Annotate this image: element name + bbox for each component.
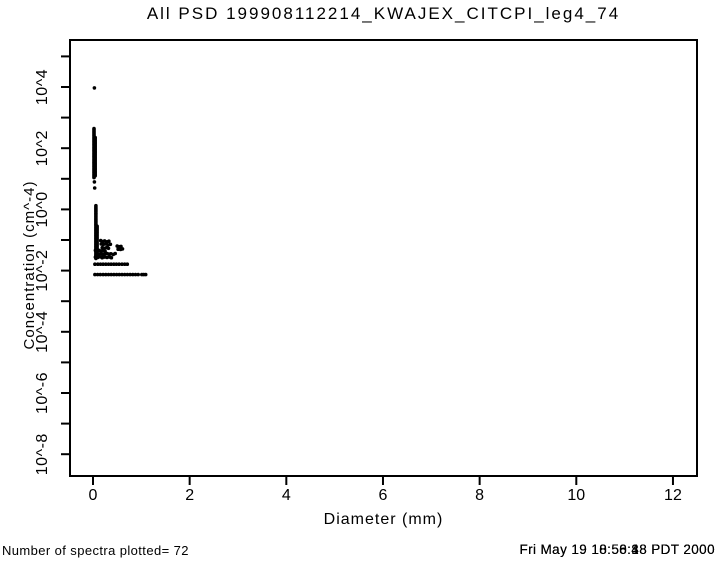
x-axis-title: Diameter (mm)	[323, 511, 444, 528]
data-point	[109, 272, 113, 277]
x-tick-label: 6	[379, 487, 388, 504]
data-point	[92, 186, 97, 190]
data-point	[92, 180, 97, 184]
data-point	[120, 262, 124, 267]
data-point	[143, 272, 148, 277]
data-point	[106, 246, 111, 251]
timestamp-text: Fri May 19 10:50:18 PDT 2000 Fri May 19 1…	[495, 542, 715, 559]
data-point	[104, 262, 108, 267]
y-tick-label: 10^-6	[34, 372, 51, 414]
data-point	[106, 272, 111, 277]
data-point	[109, 255, 114, 260]
data-point	[122, 262, 127, 267]
data-point	[101, 272, 105, 277]
data-point	[109, 262, 113, 267]
y-tick-label: 10^-4	[34, 311, 51, 353]
y-tick-label: 10^-2	[34, 250, 51, 292]
data-point	[136, 272, 140, 277]
spectra-count-text: Number of spectra plotted= 72	[2, 543, 189, 558]
data-point	[98, 262, 103, 267]
data-point	[113, 251, 117, 256]
y-tick-label: 10^0	[34, 191, 51, 227]
data-point	[107, 239, 111, 243]
data-point	[128, 272, 132, 277]
x-tick-label: 2	[185, 487, 194, 504]
data-point	[114, 262, 119, 267]
chart-title: All PSD 199908112214_KWAJEX_CITCPI_leg4_…	[146, 4, 621, 23]
data-point	[96, 262, 100, 267]
y-tick-label: 10^2	[34, 130, 51, 166]
data-point	[93, 262, 97, 267]
x-tick-label: 0	[89, 487, 98, 504]
timestamp-layer: Fri May 19 10:50:18 PDT 2000	[519, 542, 715, 557]
data-point	[93, 272, 97, 277]
data-point	[92, 86, 97, 90]
timestamp-layer: Fri May 19 18:56:88 PDT 2000	[519, 542, 715, 557]
data-point	[120, 272, 124, 277]
x-tick-label: 8	[475, 487, 484, 504]
timestamp-layer: Fri May 19 18:58:48 PDT 2000	[519, 542, 715, 557]
data-point	[112, 272, 116, 277]
data-point	[101, 262, 105, 267]
data-point	[117, 262, 121, 267]
data-point	[125, 272, 130, 277]
x-tick-label: 4	[282, 487, 291, 504]
data-point	[133, 272, 138, 277]
data-point	[104, 272, 108, 277]
data-point	[106, 262, 111, 267]
data-point	[98, 272, 103, 277]
data-point	[93, 173, 97, 178]
data-point	[112, 262, 116, 267]
data-point	[108, 242, 113, 247]
data-point	[122, 272, 127, 277]
data-point	[120, 247, 125, 251]
data-point	[95, 272, 100, 277]
plot-frame	[69, 39, 698, 477]
data-point	[114, 272, 119, 277]
data-point	[117, 272, 122, 277]
data-point	[125, 262, 130, 267]
y-axis-title: Concentration (cm^-4)	[21, 180, 38, 350]
y-tick-label: 10^4	[34, 69, 51, 105]
y-tick-label: 10^-8	[34, 433, 51, 475]
x-tick-label: 12	[664, 487, 682, 504]
x-tick-label: 10	[567, 487, 585, 504]
data-point	[131, 272, 135, 277]
